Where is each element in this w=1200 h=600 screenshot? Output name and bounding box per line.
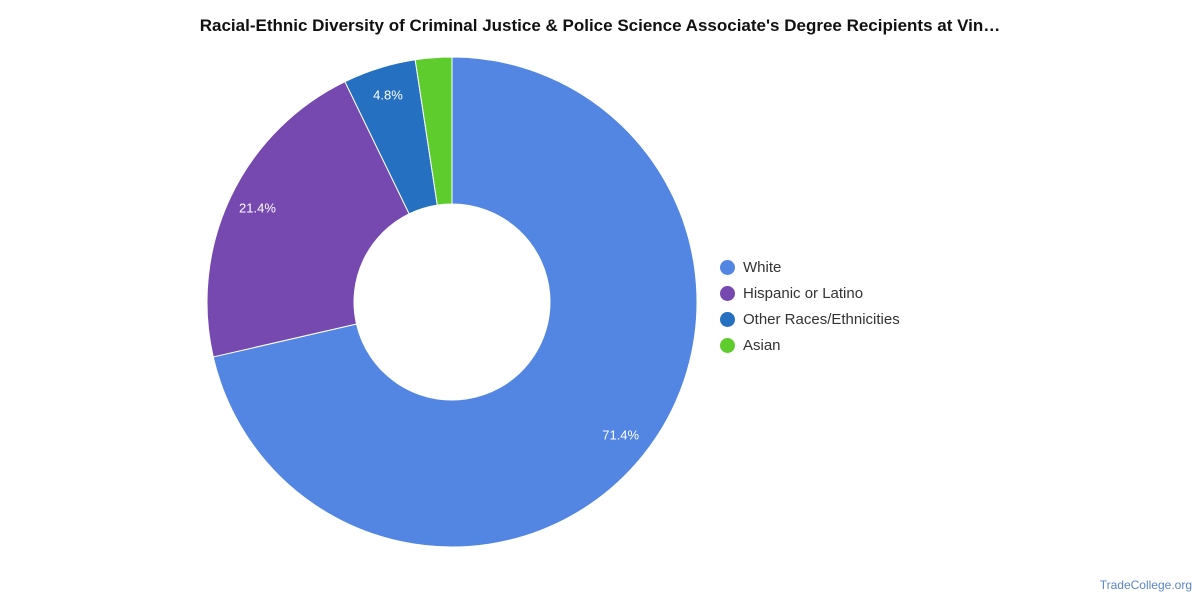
legend-swatch bbox=[720, 285, 735, 301]
legend-item[interactable]: Hispanic or Latino bbox=[720, 280, 900, 306]
slice-asian[interactable] bbox=[414, 56, 453, 206]
legend-item[interactable]: Asian bbox=[720, 332, 900, 358]
data-label-hispanic-or-latino: 21.4% bbox=[239, 200, 276, 215]
legend-label: Hispanic or Latino bbox=[743, 284, 864, 302]
data-label-other-races-ethnicities: 4.8% bbox=[373, 88, 403, 103]
legend-item[interactable]: White bbox=[720, 254, 900, 280]
legend-label: Other Races/Ethnicities bbox=[743, 310, 900, 328]
data-label-white: 71.4% bbox=[602, 428, 639, 443]
source-credit[interactable]: TradeCollege.org bbox=[1099, 578, 1192, 592]
slice-white[interactable] bbox=[212, 56, 698, 548]
chart-legend: White Hispanic or Latino Other Races/Ethni… bbox=[720, 254, 900, 358]
legend-item[interactable]: Other Races/Ethnicities bbox=[720, 306, 900, 332]
legend-label: White bbox=[743, 258, 782, 276]
legend-swatch bbox=[720, 311, 735, 327]
legend-swatch bbox=[720, 259, 735, 275]
slice-hispanic-or-latino[interactable] bbox=[206, 80, 410, 358]
legend-label: Asian bbox=[743, 336, 781, 354]
legend-swatch bbox=[720, 337, 735, 353]
chart-title: Racial-Ethnic Diversity of Criminal Just… bbox=[199, 16, 1001, 35]
